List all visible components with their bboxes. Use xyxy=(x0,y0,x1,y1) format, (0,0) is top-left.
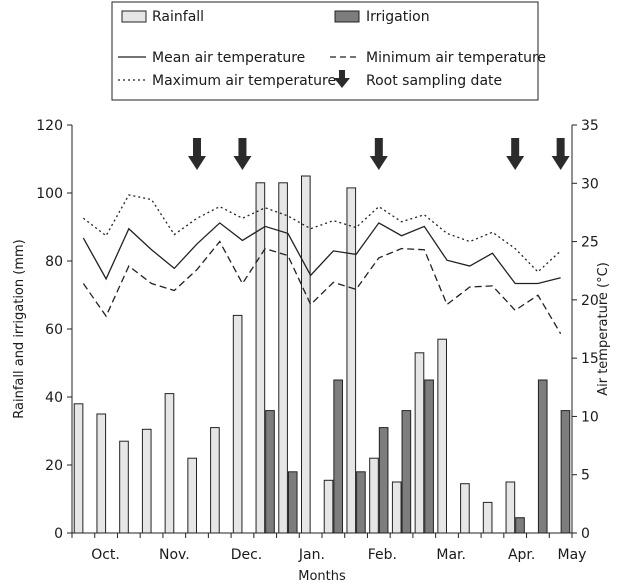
irrigation-bar xyxy=(287,471,298,534)
root-sampling-arrows xyxy=(188,138,570,170)
x-month-label: Feb. xyxy=(368,547,397,563)
x-month-label: Nov. xyxy=(159,547,190,563)
x-month-label: Jan. xyxy=(298,547,325,563)
rainfall-bar xyxy=(210,427,220,534)
rainfall-bar xyxy=(323,479,334,534)
x-month-label: Dec. xyxy=(231,547,263,563)
y-right-tick-label: 25 xyxy=(581,235,599,251)
legend: Rainfall Irrigation Mean air temperature… xyxy=(111,1,546,101)
bars xyxy=(73,175,571,534)
y-right-tick-label: 20 xyxy=(581,293,599,309)
legend-label-min: Minimum air temperature xyxy=(366,50,546,66)
legend-swatch-irrigation xyxy=(334,10,360,23)
axes: 0 20 40 60 80 100 120 0 5 10 15 20 25 30 35 Oct. Nov. D… xyxy=(12,118,611,584)
rainfall-bar xyxy=(164,393,175,534)
rainfall-bar xyxy=(141,428,152,534)
y-right-tick-label: 5 xyxy=(581,468,590,484)
rainfall-bar xyxy=(391,481,402,534)
y-axis-right-ticks: 0 5 10 15 20 25 30 35 xyxy=(572,118,599,542)
rainfall-bar xyxy=(369,457,379,534)
irrigation-bar xyxy=(424,379,434,534)
rainfall-bar xyxy=(346,187,357,534)
rainfall-bar xyxy=(505,481,516,534)
rainfall-bar xyxy=(73,403,84,534)
root-sampling-arrow-icon xyxy=(551,138,570,170)
y-right-tick-label: 30 xyxy=(581,176,599,192)
x-month-label: Apr. xyxy=(508,547,535,563)
irrigation-bar xyxy=(265,410,275,534)
legend-frame xyxy=(111,1,539,101)
x-axis-label: Months xyxy=(298,569,346,584)
y-right-tick-label: 10 xyxy=(581,409,599,425)
mean-temp-line xyxy=(82,222,561,285)
irrigation-bar xyxy=(356,471,366,534)
legend-label-root: Root sampling date xyxy=(366,73,502,89)
legend-label-mean: Mean air temperature xyxy=(152,50,305,66)
min-temp-line xyxy=(82,240,562,334)
rainfall-bar xyxy=(482,501,493,534)
y-right-tick-label: 15 xyxy=(581,351,599,367)
y-right-tick-label: 35 xyxy=(581,118,599,134)
legend-label-irrigation: Irrigation xyxy=(366,9,430,25)
max-temp-line xyxy=(82,194,562,273)
legend-label-max: Maximum air temperature xyxy=(152,73,336,89)
x-month-label: May xyxy=(558,547,587,563)
rainfall-bar xyxy=(278,182,288,534)
irrigation-bar xyxy=(515,517,525,534)
rainfall-bar xyxy=(96,413,107,534)
rainfall-bar xyxy=(460,483,470,534)
y-left-tick-label: 0 xyxy=(54,526,63,542)
y-left-tick-label: 100 xyxy=(36,186,63,202)
rainfall-bar xyxy=(437,338,448,534)
rainfall-bar xyxy=(232,314,243,534)
irrigation-bar xyxy=(401,410,412,534)
legend-arrow-icon xyxy=(334,70,350,88)
y-axis-left-ticks: 0 20 40 60 80 100 120 xyxy=(36,118,72,542)
rainfall-bar xyxy=(187,457,197,534)
legend-swatch-rainfall xyxy=(121,10,147,23)
rainfall-bar xyxy=(301,175,311,534)
y-left-tick-label: 80 xyxy=(45,254,63,270)
rainfall-bar xyxy=(119,440,129,534)
irrigation-bar xyxy=(560,410,571,534)
irrigation-bar xyxy=(333,379,344,534)
y-left-tick-label: 120 xyxy=(36,118,63,134)
rainfall-bar xyxy=(255,182,266,534)
y-axis-left-label: Rainfall and irrigation (mm) xyxy=(12,239,27,418)
x-month-label: Oct. xyxy=(91,547,120,563)
y-axis-right-label: Air temperature (°C) xyxy=(596,262,611,396)
root-sampling-arrow-icon xyxy=(233,138,252,170)
x-axis-ticks: Oct. Nov. Dec. Jan. Feb. Mar. Apr. May xyxy=(71,533,587,563)
y-left-tick-label: 40 xyxy=(45,390,63,406)
root-sampling-arrow-icon xyxy=(506,138,525,170)
root-sampling-arrow-icon xyxy=(369,138,388,170)
irrigation-bar xyxy=(378,427,389,534)
root-sampling-arrow-icon xyxy=(188,138,206,170)
legend-label-rainfall: Rainfall xyxy=(152,9,204,25)
y-left-tick-label: 20 xyxy=(45,458,63,474)
y-left-tick-label: 60 xyxy=(45,322,63,338)
x-month-label: Mar. xyxy=(436,547,466,563)
temperature-lines xyxy=(82,194,562,334)
y-right-tick-label: 0 xyxy=(581,526,590,542)
rainfall-bar xyxy=(414,352,425,534)
irrigation-bar xyxy=(537,379,548,534)
